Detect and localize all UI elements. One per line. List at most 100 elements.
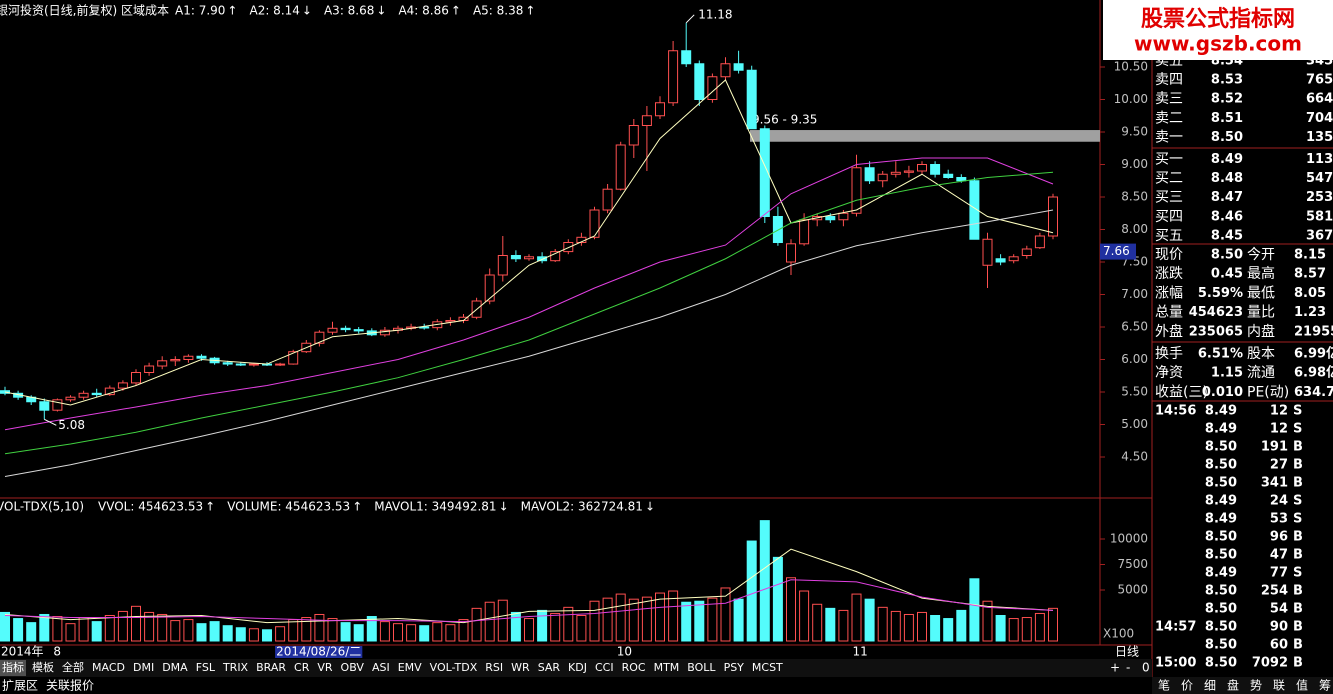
side-tab[interactable]: 笔 xyxy=(1158,678,1170,693)
tab[interactable]: MCST xyxy=(752,661,783,674)
volume-bar xyxy=(497,599,508,642)
ma-line xyxy=(4,548,1054,624)
tab[interactable]: DMI xyxy=(133,661,154,674)
tab[interactable]: BRAR xyxy=(256,661,286,674)
volume-bar xyxy=(851,593,862,642)
volume-bar xyxy=(746,540,757,642)
stat-label: 涨幅 xyxy=(1155,285,1183,301)
tab[interactable]: CCI xyxy=(595,661,614,674)
volume-bar xyxy=(524,618,534,642)
stat-value: 0.010 xyxy=(1202,385,1243,400)
candle-body xyxy=(615,144,626,190)
header-arrow: ↑ xyxy=(205,500,215,514)
header-item: A4: 8.86 xyxy=(398,4,448,18)
bottom-tab[interactable]: 关联报价 xyxy=(46,678,94,693)
logo-url: www.gszb.com xyxy=(1134,32,1302,56)
ob-label: 买二 xyxy=(1155,171,1183,187)
volume-bar xyxy=(812,603,823,642)
tab[interactable]: ASI xyxy=(372,661,390,674)
trade-volume: 254 xyxy=(1261,584,1288,599)
volume-bar xyxy=(641,596,652,642)
tab[interactable]: MACD xyxy=(92,661,125,674)
bottom-tab[interactable]: 扩展区 xyxy=(2,679,38,693)
hi-pointer xyxy=(685,14,695,24)
tab[interactable]: RSI xyxy=(485,661,503,674)
tab[interactable]: MTM xyxy=(654,661,680,674)
tab[interactable]: FSL xyxy=(196,661,216,674)
header-item: VOLUME: 454623.53 xyxy=(227,500,350,514)
tab-active xyxy=(0,660,26,676)
volume-bar xyxy=(982,600,993,642)
zoom-control[interactable]: + xyxy=(1110,661,1120,675)
volume-bar xyxy=(104,615,115,642)
ma-line xyxy=(4,579,1054,623)
stat-value: 1.15 xyxy=(1211,366,1243,381)
ob-volume: 581 xyxy=(1306,209,1333,224)
trade-price: 8.50 xyxy=(1205,620,1237,635)
tab[interactable]: CR xyxy=(294,661,310,674)
tab[interactable]: OBV xyxy=(341,661,365,674)
tab[interactable]: PSY xyxy=(724,661,745,674)
side-tab[interactable]: 细 xyxy=(1204,679,1216,693)
tab[interactable]: VOL-TDX xyxy=(430,661,478,674)
volume-bar xyxy=(1034,612,1045,642)
side-tab[interactable]: 值 xyxy=(1296,678,1308,693)
stat-value: 8.50 xyxy=(1211,248,1243,263)
tab[interactable]: ROC xyxy=(622,661,646,674)
stat-value: 8.15 xyxy=(1294,248,1326,263)
tab[interactable]: SAR xyxy=(538,661,561,674)
candle-body xyxy=(956,177,967,182)
low-label: 5.08 xyxy=(58,418,85,432)
candle-body xyxy=(589,209,600,238)
candle-body xyxy=(497,255,508,276)
trade-time: 15:00 xyxy=(1155,656,1196,671)
trade-side: S xyxy=(1293,566,1302,581)
volume-bar xyxy=(1008,618,1019,642)
volume-bar xyxy=(117,610,128,642)
side-tab[interactable]: 筹 xyxy=(1319,679,1331,693)
ob-volume: 345 xyxy=(1306,54,1333,69)
ob-volume: 547 xyxy=(1306,171,1333,186)
stat-value: 219558 xyxy=(1294,324,1333,339)
candle-body xyxy=(903,170,914,173)
side-tab[interactable]: 势 xyxy=(1250,679,1262,693)
candle-body xyxy=(799,219,810,245)
candle-body xyxy=(183,355,194,360)
trade-side: B xyxy=(1293,458,1303,473)
candle-body xyxy=(379,329,390,336)
tab[interactable]: EMV xyxy=(398,661,422,674)
tab[interactable]: WR xyxy=(511,661,530,674)
y-tick-label: 6.50 xyxy=(1121,320,1148,334)
ob-price: 8.54 xyxy=(1211,54,1243,69)
side-tab[interactable]: 价 xyxy=(1181,679,1193,693)
trade-price: 8.49 xyxy=(1205,494,1237,509)
candle-body xyxy=(39,401,50,411)
ob-label: 卖二 xyxy=(1155,110,1183,126)
zoom-control[interactable]: - xyxy=(1126,661,1130,675)
tab[interactable]: KDJ xyxy=(568,661,587,674)
zoom-control[interactable]: 0 xyxy=(1142,661,1150,675)
side-tab[interactable]: 联 xyxy=(1273,679,1285,693)
tab[interactable]: 指标 xyxy=(2,660,24,674)
tab[interactable]: TRIX xyxy=(222,661,249,674)
candle-body xyxy=(668,50,679,104)
volume-bar xyxy=(52,616,63,642)
trade-volume: 12 xyxy=(1270,422,1288,437)
tab[interactable]: VR xyxy=(317,661,333,674)
cost-zone xyxy=(750,130,1100,142)
tab[interactable]: BOLL xyxy=(687,661,716,674)
tab[interactable]: 全部 xyxy=(62,660,84,674)
tab[interactable]: DMA xyxy=(162,661,188,674)
candle-body xyxy=(969,180,980,240)
volume-bar xyxy=(563,606,574,642)
volume-bar xyxy=(1048,607,1058,642)
candle-body xyxy=(235,363,246,366)
ob-label: 卖四 xyxy=(1155,72,1183,88)
candle-body xyxy=(131,372,141,384)
header-item: VVOL: 454623.53 xyxy=(98,500,203,514)
stat-label: 最低 xyxy=(1247,285,1275,301)
trade-time: 14:57 xyxy=(1155,620,1196,635)
side-tab[interactable]: 盘 xyxy=(1227,678,1239,693)
tab[interactable]: 模板 xyxy=(32,660,54,674)
stat-label: 流通 xyxy=(1247,365,1275,381)
